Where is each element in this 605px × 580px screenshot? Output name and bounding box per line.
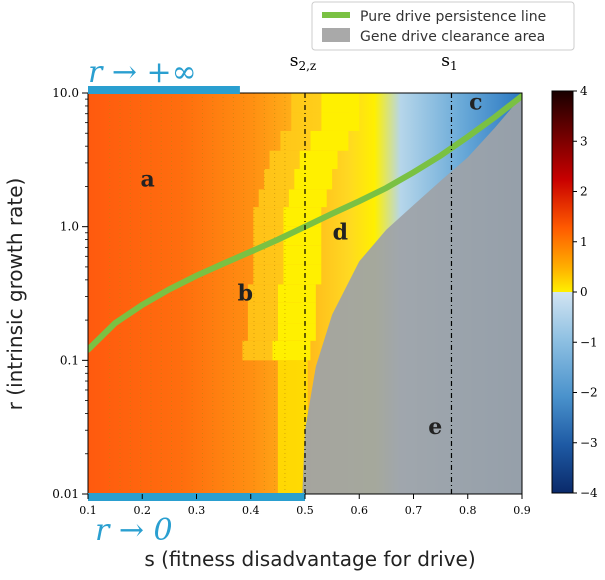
legend-swatch-persistence	[322, 12, 350, 18]
x-tick-label: 0.7	[405, 504, 423, 517]
colorbar-tick-label: 2	[580, 185, 588, 199]
y-tick-label: 1.0	[60, 220, 79, 234]
marker-subscript: 2,z	[298, 59, 316, 73]
yellow-band-cell	[321, 93, 360, 113]
colorbar: 4 3 2 1 0 −1 −2 −3 −4	[551, 84, 598, 500]
yellow-band-cell	[277, 302, 316, 324]
legend-label-clearance: Gene drive clearance area	[360, 29, 545, 45]
marker-labels: s2,z s1	[290, 51, 458, 73]
x-axis: 0.1 0.2 0.3 0.4 0.5 0.6 0.7 0.8 0.9	[79, 494, 531, 517]
yellow-band-cell	[294, 169, 333, 190]
x-tick-label: 0.5	[296, 504, 314, 517]
colorbar-tick-label: 0	[580, 285, 588, 299]
colorbar-tick-label: −2	[580, 386, 598, 400]
yellow-band-cell	[310, 130, 349, 151]
x-tick-label: 0.6	[351, 504, 369, 517]
top-limit-bar	[88, 86, 240, 94]
yellow-band-fade	[247, 284, 278, 303]
legend-label-persistence: Pure drive persistence line	[360, 9, 546, 25]
colorbar-tick-label: −1	[580, 335, 598, 349]
yellow-band-fade	[247, 323, 278, 341]
yellow-band-cell	[288, 189, 327, 208]
marker-label-1: s1	[441, 51, 457, 73]
yellow-band-cell	[299, 150, 338, 170]
bottom-limit-label: r → 0	[95, 513, 173, 548]
yellow-band-fade	[242, 340, 273, 361]
yellow-band-cell	[277, 323, 316, 341]
region-label-e: e	[428, 414, 442, 440]
x-tick-label: 0.8	[459, 504, 477, 517]
legend: Pure drive persistence line Gene drive c…	[311, 1, 575, 51]
yellow-band-fade	[264, 169, 295, 190]
yellow-transition-band	[242, 93, 360, 494]
region-label-a: a	[141, 166, 155, 192]
marker-subscript: 1	[450, 59, 458, 73]
x-tick-label: 0.2	[134, 504, 152, 517]
yellow-band-fade	[253, 264, 284, 285]
colorbar-tick-label: 4	[580, 84, 588, 98]
plot-area	[88, 93, 522, 494]
yellow-band-cell	[283, 245, 322, 265]
x-axis-title: s (fitness disadvantage for drive)	[144, 547, 475, 571]
yellow-band-fade	[253, 207, 284, 227]
colorbar-tick-label: −3	[580, 436, 598, 450]
colorbar-tick-label: −4	[580, 486, 598, 500]
clearance-area	[302, 95, 522, 494]
marker-label-2z: s2,z	[290, 51, 317, 73]
x-tick-label: 0.3	[188, 504, 206, 517]
yellow-band-fade	[291, 112, 322, 131]
legend-swatch-clearance	[322, 28, 350, 42]
yellow-band-fade	[269, 150, 300, 170]
x-tick-label: 0.9	[513, 504, 531, 517]
top-limit-label: r → +∞	[88, 55, 197, 90]
colorbar-ticks: 4 3 2 1 0 −1 −2 −3 −4	[573, 84, 598, 500]
colorbar-tick-label: 3	[580, 134, 588, 148]
y-tick-label: 0.01	[52, 487, 79, 501]
y-tick-label: 10.0	[52, 86, 79, 100]
region-labels: a b c d e	[141, 90, 483, 441]
region-label-d: d	[333, 220, 348, 246]
yellow-band-cell	[321, 112, 360, 131]
yellow-band-cell	[283, 264, 322, 285]
region-label-c: c	[469, 90, 482, 116]
y-axis: 0.01 0.1 1.0 10.0	[52, 86, 88, 501]
yellow-band-fade	[291, 93, 322, 113]
yellow-band-fade	[280, 130, 311, 151]
region-label-b: b	[238, 281, 253, 307]
y-axis-title: r (intrinsic growth rate)	[3, 178, 27, 411]
x-tick-label: 0.4	[242, 504, 260, 517]
vertical-marker-lines	[304, 93, 453, 494]
yellow-band-fade	[247, 302, 278, 324]
yellow-band-cell	[272, 340, 311, 361]
y-tick-label: 0.1	[60, 353, 79, 367]
yellow-band-lower	[277, 360, 308, 494]
colorbar-gradient	[551, 90, 574, 494]
x-tick-label: 0.1	[79, 504, 97, 517]
yellow-band-fade	[258, 189, 289, 208]
yellow-band-cell	[277, 284, 316, 303]
colorbar-tick-label: 1	[580, 235, 588, 249]
legend-frame	[311, 1, 575, 51]
